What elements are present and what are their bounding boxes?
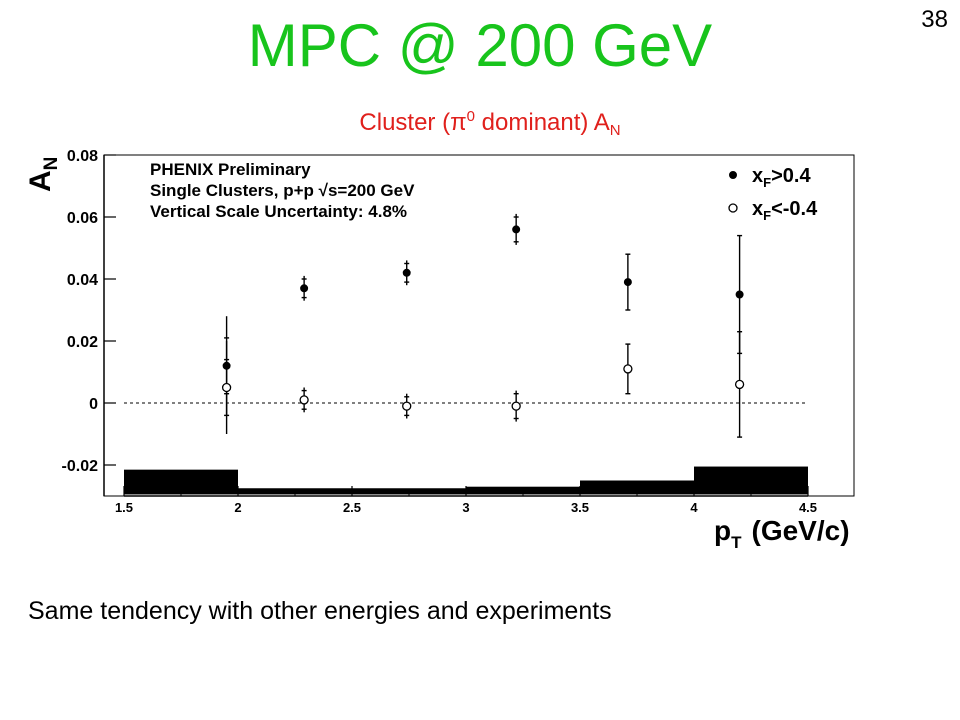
x-tick-label-1: 2 <box>234 500 241 515</box>
legend-label-2-main: x <box>752 198 763 220</box>
legend-label-1-rest: >0.4 <box>771 165 811 187</box>
systematic-band-3 <box>466 486 580 495</box>
point-xf-negative-2 <box>402 401 412 411</box>
y-tick-label-0: -0.02 <box>62 458 99 475</box>
systematic-band-5 <box>694 466 808 495</box>
legend-label-2-rest: <-0.4 <box>771 198 818 220</box>
annotation-line-2: Single Clusters, p+p √s=200 GeV <box>150 181 415 200</box>
point-xf-positive-5 <box>735 290 744 299</box>
point-xf-negative-0 <box>221 382 232 393</box>
point-xf-positive-4 <box>623 278 632 287</box>
x-axis-label: pT (GeV/c) <box>714 515 850 552</box>
x-tick-label-3: 3 <box>462 500 469 515</box>
legend-label-1-sub: F <box>763 175 771 190</box>
annotation-block: PHENIX Preliminary Single Clusters, p+p … <box>150 160 415 221</box>
subtitle-pi: π <box>450 109 467 136</box>
point-xf-negative-5 <box>734 379 745 390</box>
annotation-line-3: Vertical Scale Uncertainty: 4.8% <box>150 202 407 221</box>
point-xf-negative-4 <box>623 364 633 374</box>
legend: xF>0.4 xF<-0.4 <box>728 165 818 223</box>
y-tick-label-1: 0 <box>89 396 98 413</box>
x-tick-label-2: 2.5 <box>343 500 361 515</box>
subtitle-prefix: Cluster ( <box>359 109 451 136</box>
point-xf-positive-3 <box>512 225 521 234</box>
x-axis-label-unit: (GeV/c) <box>752 515 850 546</box>
x-tick-label-0: 1.5 <box>115 500 133 515</box>
y-tick-label-4: 0.06 <box>67 210 98 227</box>
footer-text: Same tendency with other energies and ex… <box>28 597 612 625</box>
slide-title: MPC @ 200 GeV <box>247 12 713 79</box>
x-axis-label-sub: T <box>731 533 742 552</box>
systematic-band-4 <box>580 480 694 495</box>
legend-label-1-main: x <box>752 165 763 187</box>
legend-marker-filled <box>729 171 737 179</box>
point-xf-negative-3 <box>511 401 521 411</box>
point-xf-positive-1 <box>300 284 309 293</box>
systematic-band-0 <box>124 469 238 495</box>
x-tick-label-5: 4 <box>690 500 698 515</box>
y-tick-label-2: 0.02 <box>67 334 98 351</box>
axis-ticks: 1.5 2 2.5 3 3.5 4 4.5 -0.02 0 0.02 0.04 0.06 0.08 <box>62 148 818 515</box>
subtitle-sub: N <box>609 122 621 139</box>
data-points <box>221 213 745 438</box>
legend-marker-open <box>728 203 738 213</box>
legend-label-2-sub: F <box>763 208 771 223</box>
x-tick-label-4: 3.5 <box>571 500 589 515</box>
x-tick-label-6: 4.5 <box>799 500 817 515</box>
point-xf-negative-1 <box>299 395 309 405</box>
annotation-line-1: PHENIX Preliminary <box>150 160 311 179</box>
y-tick-label-5: 0.08 <box>67 148 98 165</box>
subtitle-zero: 0 <box>466 108 475 125</box>
x-axis-label-main: p <box>714 515 731 546</box>
chart-subtitle: Cluster (π0 dominant) AN <box>0 108 960 139</box>
legend-label-xf-positive: xF>0.4 <box>752 165 811 190</box>
chart-frame <box>103 154 855 497</box>
y-axis-label-main: A <box>24 170 57 192</box>
point-xf-positive-2 <box>402 268 411 277</box>
subtitle-suffix: dominant) A <box>475 109 610 136</box>
slide-number: 38 <box>921 6 948 33</box>
y-tick-label-3: 0.04 <box>67 272 98 289</box>
y-axis-label-sub: N <box>41 157 62 171</box>
y-axis-label: AN <box>24 157 62 192</box>
legend-label-xf-negative: xF<-0.4 <box>752 198 818 223</box>
